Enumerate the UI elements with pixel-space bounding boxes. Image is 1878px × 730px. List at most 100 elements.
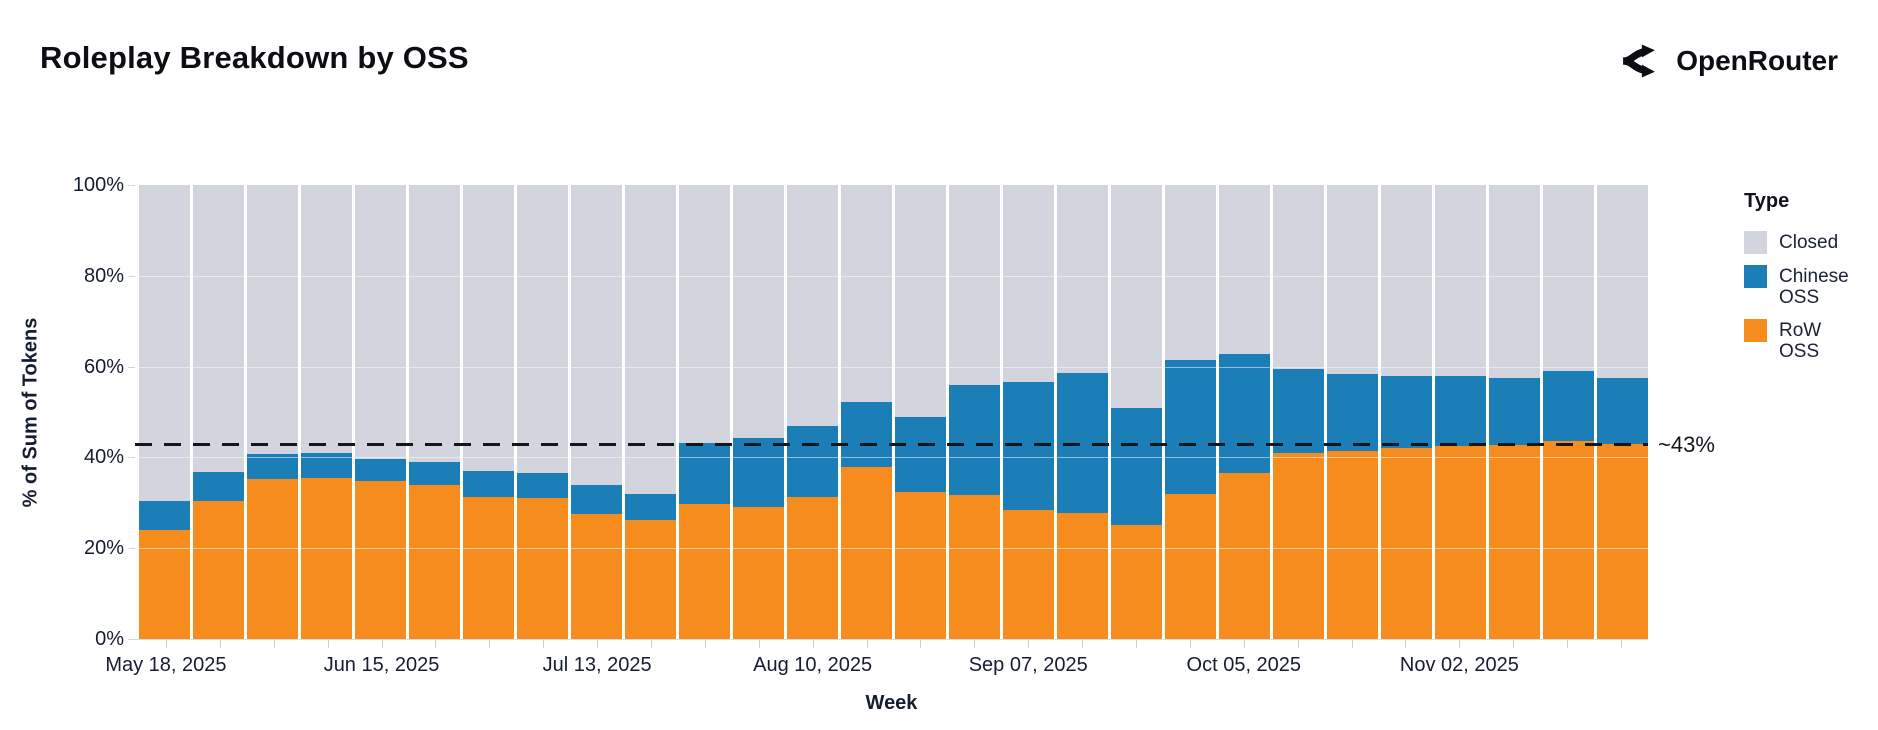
segment-row-oss[interactable] xyxy=(1597,444,1648,639)
bar-week-may-25-2025[interactable] xyxy=(193,185,244,639)
bar-week-jun-29-2025[interactable] xyxy=(463,185,514,639)
segment-row-oss[interactable] xyxy=(895,492,946,639)
segment-closed[interactable] xyxy=(301,185,352,453)
segment-row-oss[interactable] xyxy=(1165,493,1216,639)
segment-closed[interactable] xyxy=(949,185,1000,385)
segment-closed[interactable] xyxy=(895,185,946,417)
segment-row-oss[interactable] xyxy=(787,497,838,639)
bar-week-jun-15-2025[interactable] xyxy=(355,185,406,639)
segment-chinese-oss[interactable] xyxy=(787,426,838,498)
segment-closed[interactable] xyxy=(355,185,406,459)
segment-chinese-oss[interactable] xyxy=(1381,375,1432,448)
segment-closed[interactable] xyxy=(409,185,460,463)
segment-closed[interactable] xyxy=(841,185,892,402)
segment-row-oss[interactable] xyxy=(841,467,892,639)
segment-chinese-oss[interactable] xyxy=(841,402,892,468)
segment-closed[interactable] xyxy=(1327,185,1378,374)
segment-closed[interactable] xyxy=(1273,185,1324,369)
segment-chinese-oss[interactable] xyxy=(517,473,568,499)
bar-week-jun-08-2025[interactable] xyxy=(301,185,352,639)
segment-closed[interactable] xyxy=(679,185,730,443)
segment-closed[interactable] xyxy=(1057,185,1108,373)
bar-week-jul-20-2025[interactable] xyxy=(625,185,676,639)
bar-week-oct-26-2025[interactable] xyxy=(1381,185,1432,639)
segment-chinese-oss[interactable] xyxy=(1435,376,1486,447)
segment-row-oss[interactable] xyxy=(1543,441,1594,639)
bar-week-oct-05-2025[interactable] xyxy=(1219,185,1270,639)
segment-closed[interactable] xyxy=(1003,185,1054,383)
segment-closed[interactable] xyxy=(463,185,514,472)
segment-row-oss[interactable] xyxy=(625,520,676,639)
segment-chinese-oss[interactable] xyxy=(409,462,460,485)
segment-closed[interactable] xyxy=(571,185,622,485)
bar-week-nov-09-2025[interactable] xyxy=(1489,185,1540,639)
segment-closed[interactable] xyxy=(1219,185,1270,354)
segment-closed[interactable] xyxy=(625,185,676,494)
bar-week-jun-01-2025[interactable] xyxy=(247,185,298,639)
segment-chinese-oss[interactable] xyxy=(193,472,244,501)
segment-chinese-oss[interactable] xyxy=(571,484,622,514)
bar-week-aug-17-2025[interactable] xyxy=(841,185,892,639)
bar-week-nov-23-2025[interactable] xyxy=(1597,185,1648,639)
bar-week-aug-24-2025[interactable] xyxy=(895,185,946,639)
segment-closed[interactable] xyxy=(1435,185,1486,377)
segment-chinese-oss[interactable] xyxy=(463,471,514,497)
segment-row-oss[interactable] xyxy=(301,478,352,639)
segment-row-oss[interactable] xyxy=(1327,451,1378,639)
legend-item-closed[interactable]: Closed xyxy=(1744,231,1864,254)
bar-week-jul-13-2025[interactable] xyxy=(571,185,622,639)
segment-row-oss[interactable] xyxy=(193,500,244,639)
segment-closed[interactable] xyxy=(139,185,190,502)
segment-row-oss[interactable] xyxy=(949,495,1000,639)
bar-week-nov-16-2025[interactable] xyxy=(1543,185,1594,639)
segment-chinese-oss[interactable] xyxy=(139,501,190,531)
segment-chinese-oss[interactable] xyxy=(1111,407,1162,526)
segment-closed[interactable] xyxy=(1489,185,1540,379)
bar-week-aug-03-2025[interactable] xyxy=(733,185,784,639)
segment-row-oss[interactable] xyxy=(1003,510,1054,639)
segment-chinese-oss[interactable] xyxy=(1327,373,1378,452)
segment-row-oss[interactable] xyxy=(1489,445,1540,639)
segment-row-oss[interactable] xyxy=(1219,472,1270,639)
segment-chinese-oss[interactable] xyxy=(1543,371,1594,442)
segment-closed[interactable] xyxy=(733,185,784,439)
segment-chinese-oss[interactable] xyxy=(733,438,784,508)
bar-week-aug-31-2025[interactable] xyxy=(949,185,1000,639)
segment-closed[interactable] xyxy=(1111,185,1162,408)
segment-row-oss[interactable] xyxy=(679,503,730,639)
segment-closed[interactable] xyxy=(1597,185,1648,379)
segment-closed[interactable] xyxy=(193,185,244,473)
segment-closed[interactable] xyxy=(1165,185,1216,361)
bar-week-may-18-2025[interactable] xyxy=(139,185,190,639)
segment-closed[interactable] xyxy=(1381,185,1432,376)
bar-week-nov-02-2025[interactable] xyxy=(1435,185,1486,639)
segment-row-oss[interactable] xyxy=(733,507,784,639)
segment-row-oss[interactable] xyxy=(1273,452,1324,639)
segment-row-oss[interactable] xyxy=(1435,446,1486,639)
segment-row-oss[interactable] xyxy=(517,498,568,639)
segment-chinese-oss[interactable] xyxy=(1057,372,1108,513)
bar-week-sep-28-2025[interactable] xyxy=(1165,185,1216,639)
bar-week-jun-22-2025[interactable] xyxy=(409,185,460,639)
segment-chinese-oss[interactable] xyxy=(949,384,1000,496)
legend-item-chinese-oss[interactable]: Chinese OSS xyxy=(1744,265,1864,308)
segment-chinese-oss[interactable] xyxy=(1219,353,1270,473)
segment-row-oss[interactable] xyxy=(409,484,460,639)
segment-closed[interactable] xyxy=(247,185,298,455)
segment-row-oss[interactable] xyxy=(139,530,190,639)
segment-chinese-oss[interactable] xyxy=(1273,368,1324,453)
segment-row-oss[interactable] xyxy=(571,513,622,639)
legend-item-row-oss[interactable]: RoW OSS xyxy=(1744,319,1864,362)
bar-week-sep-07-2025[interactable] xyxy=(1003,185,1054,639)
segment-chinese-oss[interactable] xyxy=(625,493,676,521)
bar-week-sep-14-2025[interactable] xyxy=(1057,185,1108,639)
segment-chinese-oss[interactable] xyxy=(679,442,730,504)
segment-closed[interactable] xyxy=(787,185,838,427)
segment-row-oss[interactable] xyxy=(1381,447,1432,639)
segment-row-oss[interactable] xyxy=(247,479,298,639)
segment-chinese-oss[interactable] xyxy=(1489,378,1540,446)
segment-chinese-oss[interactable] xyxy=(301,452,352,479)
segment-chinese-oss[interactable] xyxy=(1165,360,1216,494)
segment-chinese-oss[interactable] xyxy=(1597,378,1648,445)
segment-closed[interactable] xyxy=(517,185,568,474)
